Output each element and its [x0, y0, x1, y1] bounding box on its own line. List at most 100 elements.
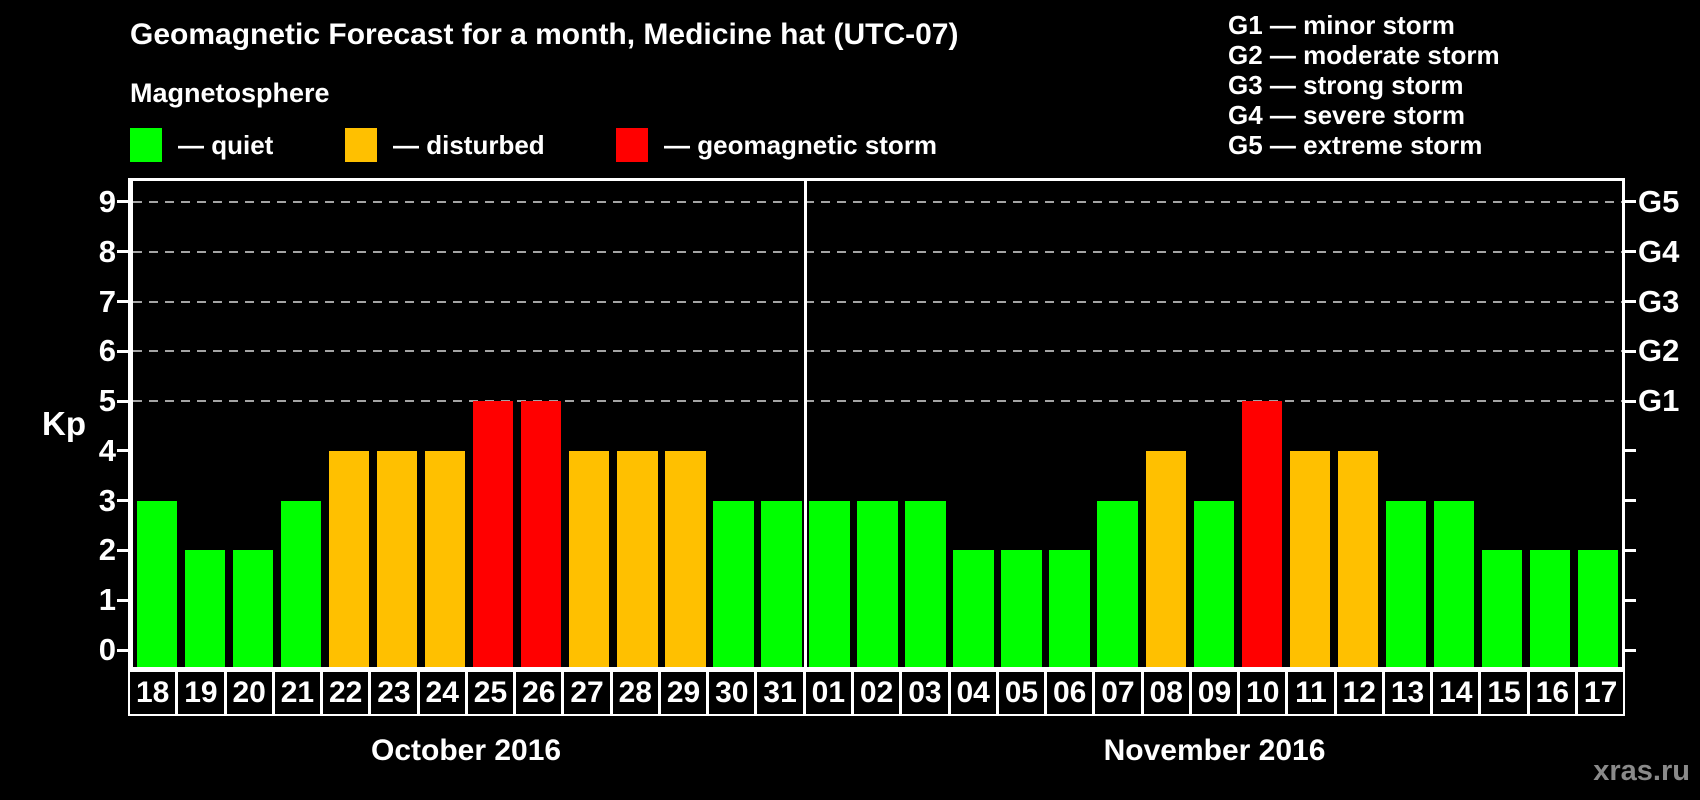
page-title: Geomagnetic Forecast for a month, Medici… — [130, 18, 959, 51]
day-label-09: 09 — [1188, 672, 1237, 714]
bar-day-01 — [809, 500, 850, 667]
day-label-27: 27 — [561, 672, 609, 714]
day-label-14: 14 — [1430, 672, 1478, 714]
bar-day-21 — [280, 500, 322, 667]
bar-day-19 — [184, 550, 226, 667]
g-legend-line-g1: G1 — minor storm — [1228, 10, 1455, 40]
day-label-07: 07 — [1092, 672, 1140, 714]
g-axis-label-g5: G5 — [1638, 183, 1680, 219]
gridline-kp-9 — [133, 200, 1622, 203]
y-tick-right-3 — [1625, 499, 1636, 503]
day-label-30: 30 — [706, 672, 754, 714]
bar-slot-day-18 — [133, 181, 181, 667]
storm-swatch — [616, 128, 648, 162]
bar-day-07 — [1097, 500, 1138, 667]
bar-slot-day-29 — [661, 181, 709, 667]
y-tick-left-7 — [117, 300, 128, 304]
bar-day-08 — [1145, 450, 1186, 667]
y-tick-left-8 — [117, 250, 128, 254]
day-label-28: 28 — [609, 672, 658, 714]
magnetosphere-label: Magnetosphere — [130, 78, 330, 108]
bar-slot-day-15 — [1478, 181, 1526, 667]
bar-slot-day-20 — [229, 181, 277, 667]
disturbed-swatch — [345, 128, 377, 162]
legend-item-disturbed: — disturbed — [345, 126, 545, 164]
month-label-october: October 2016 — [370, 734, 562, 767]
bar-day-23 — [377, 450, 418, 667]
bar-slot-day-06 — [1046, 181, 1094, 667]
bar-slot-day-07 — [1094, 181, 1142, 667]
bar-slot-day-28 — [613, 181, 661, 667]
bar-day-24 — [425, 450, 466, 667]
day-label-02: 02 — [850, 672, 899, 714]
month-label-november: November 2016 — [1103, 734, 1326, 767]
day-label-13: 13 — [1381, 672, 1430, 714]
legend-label-disturbed: — disturbed — [393, 129, 545, 160]
bar-slot-day-13 — [1382, 181, 1430, 667]
bar-slot-day-09 — [1190, 181, 1238, 667]
bar-day-29 — [665, 450, 706, 667]
g-legend-line-g3: G3 — strong storm — [1228, 70, 1464, 100]
y-axis-title: Kp — [42, 405, 86, 442]
bar-day-06 — [1049, 550, 1090, 667]
y-tick-left-1 — [117, 598, 128, 602]
day-label-17: 17 — [1574, 672, 1623, 714]
month-divider — [803, 181, 807, 667]
bar-day-22 — [328, 450, 370, 667]
gridline-kp-6 — [133, 350, 1622, 353]
y-tick-right-9 — [1625, 200, 1636, 204]
bar-slot-day-12 — [1334, 181, 1382, 667]
bar-day-27 — [569, 450, 610, 667]
bar-day-30 — [713, 500, 754, 667]
day-label-26: 26 — [513, 672, 561, 714]
day-label-31: 31 — [754, 672, 802, 714]
bar-slot-day-21 — [277, 181, 325, 667]
bar-slot-day-26 — [517, 181, 565, 667]
day-label-20: 20 — [223, 672, 272, 714]
day-label-21: 21 — [271, 672, 320, 714]
bar-day-15 — [1481, 550, 1523, 667]
legend-item-quiet: — quiet — [130, 126, 273, 164]
day-label-05: 05 — [995, 672, 1044, 714]
bar-slot-day-19 — [181, 181, 229, 667]
g-scale-legend: G1 — minor storm G2 — moderate storm G3 — … — [1228, 10, 1500, 160]
y-tick-label-7: 7 — [98, 283, 116, 319]
y-tick-right-7 — [1625, 300, 1636, 304]
bar-slot-day-24 — [421, 181, 469, 667]
day-label-04: 04 — [947, 672, 996, 714]
g-legend-line-g5: G5 — extreme storm — [1228, 130, 1483, 160]
y-tick-label-3: 3 — [98, 482, 116, 518]
y-tick-right-6 — [1625, 349, 1636, 353]
bar-slot-day-01 — [805, 181, 853, 667]
gridline-kp-8 — [133, 250, 1622, 253]
y-tick-left-6 — [117, 349, 128, 353]
g-axis-label-g2: G2 — [1638, 333, 1680, 369]
quiet-swatch — [130, 128, 162, 162]
legend-item-storm: — geomagnetic storm — [616, 126, 937, 164]
bar-day-28 — [617, 450, 658, 667]
bar-day-03 — [905, 500, 946, 667]
bar-day-13 — [1385, 500, 1426, 667]
bar-slot-day-22 — [325, 181, 373, 667]
bar-slot-day-30 — [709, 181, 757, 667]
day-label-03: 03 — [899, 672, 947, 714]
bar-slot-day-31 — [757, 181, 805, 667]
day-label-19: 19 — [175, 672, 223, 714]
y-tick-label-8: 8 — [98, 233, 116, 269]
y-tick-right-5 — [1625, 399, 1636, 403]
day-label-08: 08 — [1140, 672, 1189, 714]
day-label-16: 16 — [1526, 672, 1575, 714]
bar-slot-day-03 — [902, 181, 950, 667]
y-tick-left-9 — [117, 200, 128, 204]
g-legend-line-g2: G2 — moderate storm — [1228, 40, 1500, 70]
bar-day-09 — [1193, 500, 1234, 667]
bar-slot-day-17 — [1574, 181, 1622, 667]
y-tick-label-0: 0 — [98, 632, 116, 667]
legend-label-storm: — geomagnetic storm — [664, 129, 938, 160]
bar-slot-day-25 — [469, 181, 517, 667]
bar-slot-day-04 — [950, 181, 998, 667]
day-label-22: 22 — [320, 672, 368, 714]
bar-day-31 — [761, 500, 802, 667]
bar-day-02 — [857, 500, 898, 667]
bar-slot-day-14 — [1430, 181, 1478, 667]
